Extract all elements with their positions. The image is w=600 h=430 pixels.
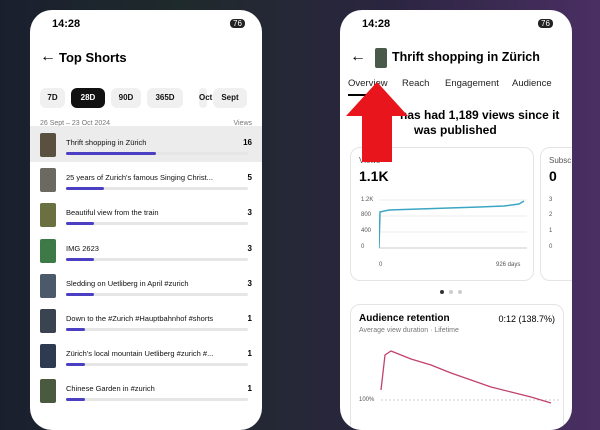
views-line <box>379 199 527 249</box>
row-title[interactable]: Thrift shopping in Zürich <box>66 138 147 147</box>
pager-dots <box>440 290 462 294</box>
thumbnail <box>40 133 56 157</box>
views-bar <box>66 292 95 296</box>
thumbnail <box>40 273 56 298</box>
range-chip[interactable]: 28D <box>71 88 105 108</box>
subs-card: Subsc 0 3 2 1 0 <box>540 147 572 281</box>
range-chip[interactable]: 7D <box>40 88 65 108</box>
page-title: Top Shorts <box>59 50 127 65</box>
bar-track <box>66 222 248 226</box>
y-tick: 2 <box>549 212 553 218</box>
views-bar <box>66 257 95 261</box>
y-tick: 1.2K <box>361 197 374 203</box>
row-title[interactable]: IMG 2623 <box>66 243 99 253</box>
retention-line <box>380 350 561 404</box>
y-tick: 3 <box>549 197 553 203</box>
bar-track <box>66 152 248 155</box>
retention-card: Audience retention 0:12 (138.7%) Average… <box>350 304 564 430</box>
bar-track <box>66 257 248 261</box>
y-tick: 800 <box>361 212 372 218</box>
row-views: 5 <box>247 173 252 183</box>
row-views: 3 <box>247 243 252 253</box>
views-header: Views <box>233 120 252 127</box>
views-card: Views 1.1K 1.2K 800 400 0 0 926 days <box>350 147 534 281</box>
y-tick: 400 <box>361 228 372 234</box>
row-title[interactable]: 25 years of Zurich's famous Singing Chri… <box>66 173 213 183</box>
bar-track <box>66 292 248 296</box>
card-subtitle: Average view duration · Lifetime <box>359 327 459 334</box>
range-chip[interactable]: Sept <box>213 88 247 108</box>
bar-track <box>66 328 248 331</box>
thumbnail <box>40 309 56 333</box>
row-views: 16 <box>243 138 252 147</box>
row-views: 3 <box>247 208 252 218</box>
row-views: 1 <box>247 384 252 394</box>
row-title[interactable]: Zürich's local mountain Uetliberg #zuric… <box>66 349 214 359</box>
thumbnail <box>40 379 56 404</box>
row-title[interactable]: Down to the #Zurich #Hauptbahnhof #short… <box>66 314 214 323</box>
phone-left: 14:28 76 ← Top Shorts 26 Sept – 23 Oct 2… <box>30 10 262 430</box>
tab[interactable]: Overview <box>348 78 388 89</box>
battery: 76 <box>538 19 553 28</box>
range-chip[interactable]: 365D <box>147 88 183 108</box>
thumbnail <box>40 168 56 193</box>
card-value: 0:12 (138.7%) <box>498 314 555 324</box>
card-label: Subsc <box>549 156 572 165</box>
row-views: 1 <box>247 349 252 359</box>
bar-track <box>66 187 248 191</box>
status-time: 14:28 <box>52 18 81 30</box>
row-views: 3 <box>247 278 252 288</box>
row-title[interactable]: Beautiful view from the train <box>66 208 159 218</box>
range-chip[interactable]: 90D <box>111 88 141 108</box>
thumbnail <box>40 238 56 263</box>
tab[interactable]: Reach <box>402 78 430 89</box>
phone-right: 14:28 76 ← Thrift shopping in Zürich has… <box>340 10 572 430</box>
views-bar <box>66 363 85 367</box>
video-title: Thrift shopping in Zürich <box>392 50 540 64</box>
battery: 76 <box>230 19 245 28</box>
bar-track <box>66 363 248 367</box>
views-bar <box>66 187 104 191</box>
status-time: 14:28 <box>362 18 391 30</box>
tab[interactable]: Engagement <box>445 78 499 89</box>
back-button[interactable]: ← <box>40 48 56 65</box>
row-title[interactable]: Sledding on Uetliberg in April #zurich <box>66 278 189 288</box>
thumbnail <box>375 48 387 68</box>
range-chip[interactable]: Oct <box>199 88 212 108</box>
row-views: 1 <box>247 314 252 323</box>
thumbnail <box>40 344 56 369</box>
tab[interactable]: Audience <box>512 78 552 89</box>
headline: has had 1,189 views since it <box>400 108 560 122</box>
y-tick: 0 <box>549 244 553 250</box>
x-tick: 926 days <box>496 262 521 268</box>
row-title[interactable]: Chinese Garden in #zurich <box>66 384 155 394</box>
y-tick: 100% <box>359 397 375 403</box>
views-bar <box>66 152 156 155</box>
x-tick: 0 <box>379 262 383 268</box>
y-tick: 1 <box>549 228 553 234</box>
views-bar <box>66 398 85 402</box>
row-highlight <box>30 126 262 162</box>
views-bar <box>66 222 95 226</box>
date-range: 26 Sept – 23 Oct 2024 <box>40 120 111 127</box>
card-value: 1.1K <box>359 168 389 184</box>
card-value: 0 <box>549 168 557 184</box>
y-tick: 0 <box>361 244 365 250</box>
views-bar <box>66 328 85 331</box>
back-button[interactable]: ← <box>350 48 366 65</box>
headline: was published <box>414 123 497 137</box>
thumbnail <box>40 203 56 228</box>
bar-track <box>66 398 248 402</box>
card-title: Audience retention <box>359 313 450 324</box>
red-arrow <box>346 82 408 162</box>
